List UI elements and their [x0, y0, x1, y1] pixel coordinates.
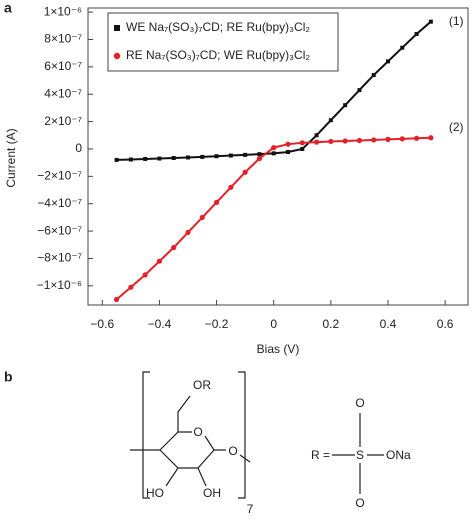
- atom-label: OR: [193, 378, 211, 392]
- atom-label: O: [355, 396, 364, 410]
- panel-label: b: [4, 369, 13, 385]
- marker: [114, 157, 119, 162]
- marker: [156, 258, 163, 264]
- legend-box: [107, 12, 339, 72]
- marker: [257, 152, 262, 157]
- marker: [285, 141, 291, 147]
- marker: [343, 103, 348, 108]
- y-tick-label: 8×10⁻⁷: [44, 32, 82, 46]
- x-tick-label: −0.2: [205, 317, 229, 331]
- bracket: [142, 371, 246, 499]
- marker: [213, 199, 220, 205]
- marker: [171, 244, 177, 251]
- marker: [200, 154, 205, 159]
- legend-label: RE Na₇(SO₃)₇CD; WE Ru(bpy)₃Cl₂: [126, 48, 310, 62]
- ring: [159, 431, 215, 469]
- marker: [271, 145, 277, 151]
- atom-label: S: [356, 448, 364, 462]
- marker: [228, 153, 233, 158]
- marker: [313, 139, 320, 145]
- marker: [171, 156, 176, 161]
- bonds: [130, 395, 251, 487]
- atom-label: HO: [146, 486, 164, 500]
- y-tick-label: −1×10⁻⁶: [37, 278, 82, 292]
- atom-label: OH: [203, 486, 221, 500]
- marker: [371, 73, 376, 78]
- marker: [286, 149, 290, 154]
- marker: [128, 157, 133, 162]
- y-tick-label: 0: [75, 141, 82, 155]
- marker: [271, 151, 276, 156]
- marker: [342, 138, 348, 144]
- y-tick-label: 2×10⁻⁷: [44, 114, 82, 128]
- marker: [214, 154, 219, 159]
- marker: [371, 137, 377, 143]
- marker: [414, 32, 419, 37]
- sulfonate-bonds: [332, 413, 384, 494]
- marker: [356, 137, 363, 144]
- marker: [242, 169, 248, 175]
- legend-marker: [113, 52, 121, 60]
- marker: [428, 19, 433, 24]
- marker: [186, 155, 190, 160]
- series-line: [115, 136, 431, 301]
- marker: [399, 136, 405, 142]
- x-tick-label: 0.4: [380, 317, 397, 331]
- atom-label: O: [228, 444, 237, 458]
- x-tick-label: 0: [270, 317, 277, 331]
- y-tick-label: 4×10⁻⁷: [44, 86, 82, 100]
- atom-label: O: [355, 496, 364, 510]
- marker: [428, 135, 434, 141]
- marker: [413, 135, 420, 141]
- legend-marker: [114, 25, 120, 31]
- annotation: (1): [449, 14, 464, 28]
- plot-frame: [87, 7, 469, 306]
- marker: [299, 140, 305, 146]
- x-tick-label: −0.6: [90, 317, 114, 331]
- marker: [185, 229, 191, 236]
- marker: [243, 152, 248, 157]
- x-tick-label: −0.4: [148, 317, 172, 331]
- y-tick-label: 6×10⁻⁷: [44, 59, 82, 73]
- marker: [157, 156, 162, 161]
- marker: [328, 138, 334, 145]
- atom-label: ONa: [386, 448, 411, 462]
- panel-label: a: [4, 0, 12, 16]
- structure: b: [4, 369, 384, 499]
- marker: [113, 296, 120, 303]
- marker: [300, 146, 305, 151]
- marker: [142, 272, 148, 278]
- x-axis-label: Bias (V): [257, 342, 300, 356]
- y-tick-label: −8×10⁻⁷: [37, 251, 82, 265]
- y-tick-label: −2×10⁻⁷: [37, 169, 82, 183]
- marker: [128, 284, 134, 290]
- x-tick-label: 0.2: [323, 317, 340, 331]
- marker: [199, 214, 205, 221]
- y-axis-label: Current (A): [4, 128, 18, 187]
- marker: [386, 59, 390, 64]
- x-tick-label: 0.6: [437, 317, 454, 331]
- atom-label: R =: [311, 448, 330, 462]
- marker: [357, 88, 362, 93]
- marker: [228, 184, 234, 190]
- marker: [385, 136, 391, 142]
- marker: [314, 133, 319, 138]
- annotation: (2): [449, 120, 464, 134]
- legend-label: WE Na₇(SO₃)₇CD; RE Ru(bpy)₃Cl₂: [126, 20, 310, 34]
- y-tick-label: −4×10⁻⁷: [37, 196, 82, 210]
- atom-label: 7: [247, 502, 254, 516]
- marker: [256, 155, 263, 162]
- marker: [328, 118, 333, 123]
- marker: [143, 156, 148, 161]
- y-tick-label: −6×10⁻⁷: [37, 223, 82, 237]
- y-tick-label: 1×10⁻⁶: [44, 4, 82, 18]
- atom-label: O: [193, 425, 202, 439]
- marker: [400, 45, 405, 50]
